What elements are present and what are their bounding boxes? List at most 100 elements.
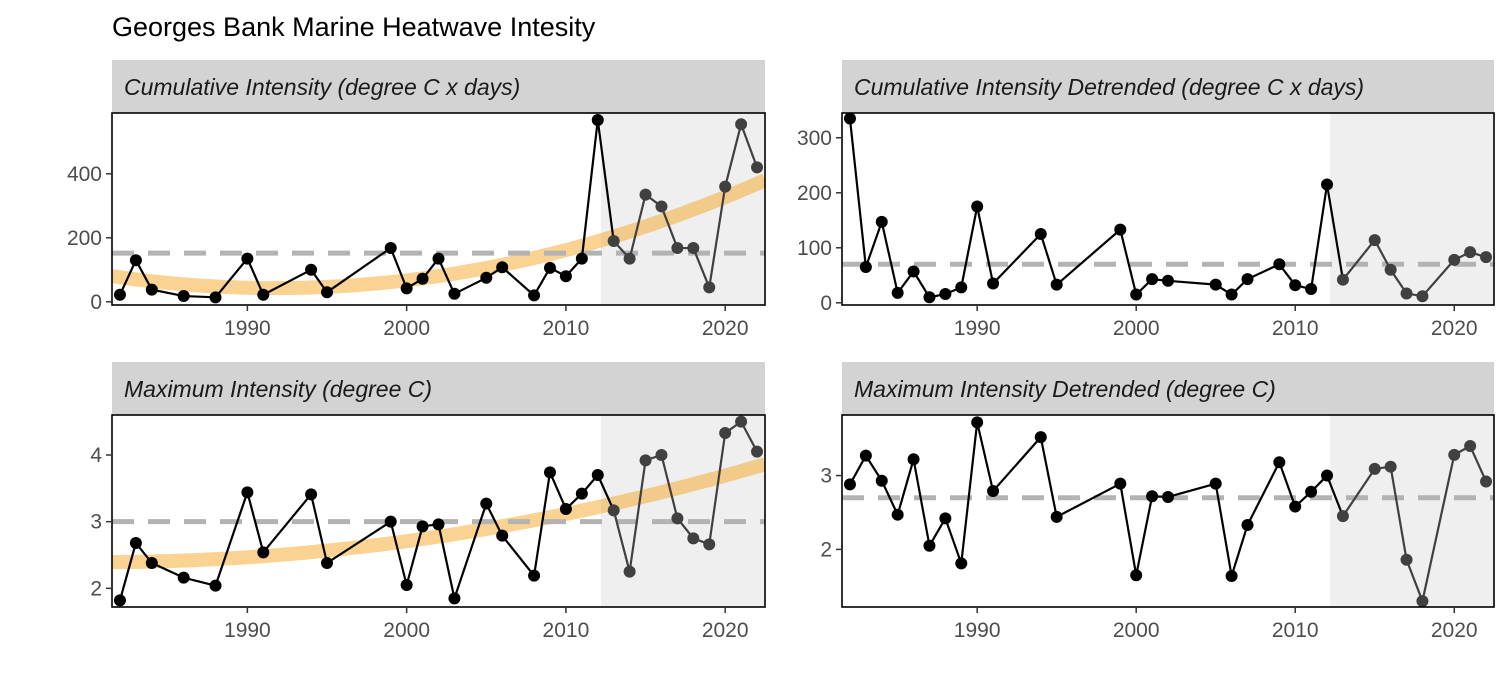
series-segment bbox=[960, 206, 979, 288]
data-point bbox=[1321, 178, 1334, 191]
series-segment bbox=[596, 474, 615, 511]
series-segment bbox=[708, 432, 727, 545]
data-point bbox=[939, 287, 952, 300]
series-segment bbox=[612, 510, 631, 572]
data-point bbox=[177, 290, 190, 303]
y-tick-label: 3 bbox=[820, 465, 832, 488]
data-point bbox=[987, 485, 1000, 498]
series-segment bbox=[389, 521, 408, 586]
x-tick-label: 1990 bbox=[954, 317, 1001, 340]
x-tick-label: 1990 bbox=[224, 619, 271, 642]
data-point bbox=[687, 242, 700, 255]
data-point bbox=[384, 515, 397, 528]
data-point bbox=[559, 503, 572, 515]
data-point bbox=[875, 215, 888, 228]
series-segment bbox=[1167, 279, 1216, 286]
y-tick-label: 2 bbox=[90, 577, 102, 600]
series-segment bbox=[262, 268, 312, 296]
y-tick-label: 200 bbox=[67, 227, 102, 250]
data-point bbox=[1209, 477, 1222, 490]
y-tick-label: 4 bbox=[90, 444, 102, 467]
series-segment bbox=[1039, 436, 1058, 518]
data-point bbox=[971, 200, 984, 213]
series-segment bbox=[896, 459, 915, 515]
data-point bbox=[655, 200, 668, 213]
series-segment bbox=[437, 524, 456, 599]
data-point bbox=[241, 486, 254, 499]
facet-strip-label: Maximum Intensity Detrended (degree C) bbox=[854, 376, 1276, 402]
data-point bbox=[591, 114, 604, 127]
data-point bbox=[971, 416, 984, 429]
series-segment bbox=[1469, 445, 1488, 482]
data-point bbox=[591, 469, 604, 481]
plot-area bbox=[112, 113, 765, 305]
data-point bbox=[735, 118, 748, 131]
data-point bbox=[145, 283, 158, 296]
data-point bbox=[843, 113, 856, 125]
data-point bbox=[607, 235, 620, 247]
data-point bbox=[1448, 253, 1461, 266]
series-segment bbox=[1056, 482, 1121, 518]
facet-panel-4: Maximum Intensity Detrended (degree C) 19… bbox=[820, 362, 1495, 642]
data-point bbox=[113, 288, 126, 301]
series-segment bbox=[246, 492, 265, 553]
data-point bbox=[257, 546, 270, 559]
plot-area bbox=[842, 415, 1494, 607]
data-point bbox=[1241, 273, 1254, 286]
series-segment bbox=[708, 186, 727, 288]
x-tick-label: 1990 bbox=[224, 317, 271, 340]
data-point bbox=[703, 538, 716, 551]
y-tick-label: 0 bbox=[820, 292, 832, 315]
data-point bbox=[1225, 288, 1238, 301]
data-point bbox=[1289, 500, 1302, 513]
x-tick-label: 2000 bbox=[1113, 317, 1160, 340]
data-point bbox=[1416, 595, 1429, 607]
panel-border bbox=[111, 112, 766, 306]
panel-border bbox=[841, 112, 1495, 306]
data-point bbox=[1480, 251, 1493, 264]
data-point bbox=[416, 272, 429, 285]
data-point bbox=[1050, 510, 1063, 523]
y-tick-label: 100 bbox=[797, 237, 832, 260]
data-point bbox=[843, 478, 856, 491]
series-segment bbox=[992, 233, 1042, 285]
y-tick-label: 3 bbox=[90, 511, 102, 534]
data-point bbox=[528, 289, 541, 302]
data-point bbox=[305, 263, 318, 276]
series-segment bbox=[326, 247, 392, 294]
series-segment bbox=[960, 422, 979, 564]
panel-border bbox=[841, 414, 1495, 608]
data-point bbox=[1448, 448, 1461, 461]
series-segment bbox=[580, 119, 599, 259]
data-point bbox=[639, 454, 652, 467]
facet-strip bbox=[842, 362, 1494, 415]
facet-strip-label: Cumulative Intensity (degree C x days) bbox=[124, 74, 520, 100]
series-segment bbox=[1421, 259, 1456, 297]
facet-panel-1: Cumulative Intensity (degree C x days) 19… bbox=[67, 60, 766, 340]
data-point bbox=[1321, 469, 1334, 482]
series-segment bbox=[1421, 454, 1456, 602]
series-segment bbox=[1039, 233, 1058, 285]
plot-area bbox=[842, 113, 1494, 305]
data-point bbox=[1464, 440, 1477, 453]
data-point bbox=[400, 282, 413, 295]
series-segment bbox=[405, 526, 424, 586]
data-point bbox=[129, 254, 142, 267]
data-point bbox=[987, 277, 1000, 290]
data-point bbox=[129, 537, 142, 549]
series-segment bbox=[246, 258, 265, 296]
data-point bbox=[384, 242, 397, 255]
recent-period-shade bbox=[1330, 113, 1494, 305]
series-segment bbox=[1119, 229, 1138, 295]
data-point bbox=[1368, 234, 1381, 247]
y-tick-label: 2 bbox=[820, 538, 832, 561]
series-segment bbox=[976, 422, 995, 492]
series-segment bbox=[437, 258, 456, 295]
data-point bbox=[543, 466, 556, 479]
series-segment bbox=[532, 472, 552, 576]
facet-strip-label: Cumulative Intensity Detrended (degree C… bbox=[854, 74, 1364, 100]
data-point bbox=[719, 427, 732, 439]
data-point bbox=[751, 445, 764, 458]
data-point bbox=[432, 252, 445, 265]
data-point bbox=[177, 571, 190, 584]
